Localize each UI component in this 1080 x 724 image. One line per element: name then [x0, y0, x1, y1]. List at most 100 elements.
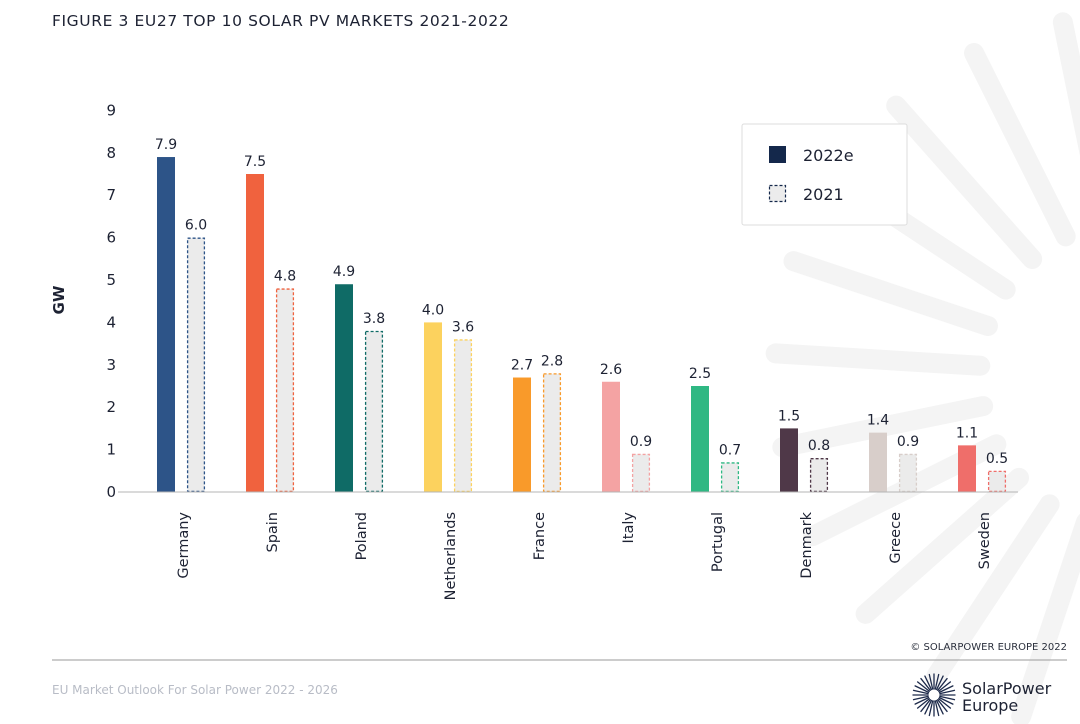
- y-tick-label: 6: [106, 229, 116, 247]
- bar-2021: [631, 453, 651, 493]
- y-tick-label: 5: [106, 271, 116, 289]
- legend-label-2022e: 2022e: [803, 146, 854, 165]
- x-tick-label: Spain: [265, 512, 281, 553]
- bar-2022e: [691, 386, 709, 492]
- logo-ray: [939, 695, 956, 701]
- bar-2021: [809, 458, 829, 493]
- sunburst-ray: [772, 396, 994, 458]
- logo-ray: [914, 685, 930, 694]
- bar-2022e: [958, 445, 976, 492]
- bar-2021: [898, 453, 918, 493]
- bars: 7.9 6.0 7.5 4.8 4.9 3.8 4.0 3.6 2.7 2.8 2.6 0.9 2.5 0…: [155, 137, 1008, 493]
- logo-ray: [935, 699, 944, 715]
- legend-swatch-2022e: [769, 146, 786, 163]
- bar-2021: [364, 330, 384, 493]
- bar-2022e: [246, 174, 264, 492]
- logo-ray: [928, 673, 934, 690]
- logo-ray: [920, 677, 931, 691]
- copyright: © SOLARPOWER EUROPE 2022: [910, 642, 1067, 653]
- x-tick-label: Denmark: [799, 511, 815, 578]
- data-label-2021: 0.7: [719, 442, 741, 458]
- brand-line2: Europe: [962, 696, 1018, 715]
- bar-2022e: [780, 428, 798, 492]
- logo-ray: [938, 698, 952, 709]
- y-tick-label: 1: [106, 441, 116, 459]
- sunburst-ray: [1011, 514, 1080, 724]
- sunburst-ray: [964, 42, 1076, 247]
- bar-2022e: [157, 157, 175, 493]
- bar-2021: [275, 288, 295, 493]
- bar-2021: [987, 470, 1007, 493]
- data-label-2021: 3.6: [452, 319, 474, 335]
- bar-2021: [453, 339, 473, 493]
- sunburst-ray: [926, 494, 1060, 686]
- sunburst-ray: [783, 251, 998, 336]
- legend-swatch-2021: [768, 184, 787, 203]
- x-axis-labels: Germany Spain Poland Netherlands France Italy…: [176, 511, 993, 600]
- logo-ray: [912, 695, 929, 701]
- data-label-2022e: 1.1: [956, 425, 978, 441]
- bar-2022e: [602, 381, 620, 492]
- bar-2021: [542, 373, 562, 493]
- data-label-2021: 2.8: [541, 353, 563, 369]
- logo-ray: [928, 700, 934, 717]
- data-label-2022e: 1.4: [867, 413, 889, 429]
- data-label-2022e: 2.6: [600, 362, 622, 378]
- y-tick-label: 4: [106, 313, 116, 331]
- data-label-2021: 0.9: [630, 434, 652, 450]
- x-tick-label: Germany: [176, 512, 192, 579]
- sun-logo-icon: [912, 673, 956, 717]
- brand-line1: SolarPower: [962, 679, 1052, 698]
- y-tick-label: 9: [106, 101, 116, 119]
- logo-ray: [938, 685, 954, 694]
- logo-ray: [916, 681, 930, 692]
- y-tick-label: 7: [106, 186, 116, 204]
- data-label-2021: 4.8: [274, 268, 296, 284]
- logo-ray: [935, 675, 944, 691]
- logo-ray: [937, 677, 948, 691]
- data-label-2022e: 2.7: [511, 358, 533, 374]
- data-label-2021: 0.9: [897, 434, 919, 450]
- y-tick-label: 8: [106, 144, 116, 162]
- logo-ray: [938, 696, 954, 705]
- sunburst-ray: [855, 467, 1030, 624]
- sunburst-ray: [765, 343, 991, 376]
- data-label-2022e: 2.5: [689, 366, 711, 382]
- footer-text: EU Market Outlook For Solar Power 2022 -…: [52, 683, 338, 697]
- logo-ray: [934, 673, 940, 690]
- legend: 2022e 2021: [741, 123, 908, 226]
- data-label-2022e: 4.9: [333, 264, 355, 280]
- figure-title: FIGURE 3 EU27 TOP 10 SOLAR PV MARKETS 20…: [52, 12, 509, 30]
- x-tick-label: France: [532, 512, 548, 560]
- y-tick-label: 2: [106, 398, 116, 416]
- data-label-2022e: 4.0: [422, 302, 444, 318]
- sunburst-ray: [1052, 12, 1080, 157]
- data-label-2021: 0.8: [808, 438, 830, 454]
- x-tick-label: Sweden: [977, 512, 993, 569]
- x-tick-label: Netherlands: [443, 512, 459, 600]
- data-label-2022e: 7.9: [155, 137, 177, 153]
- bar-2021: [186, 237, 206, 493]
- data-label-2022e: 7.5: [244, 154, 266, 170]
- logo-ray: [920, 699, 931, 713]
- logo-ray: [934, 700, 940, 717]
- bar-2022e: [869, 432, 887, 492]
- sunburst-ray: [886, 95, 1043, 270]
- bar-2022e: [513, 377, 531, 492]
- data-label-2021: 3.8: [363, 311, 385, 327]
- data-label-2022e: 1.5: [778, 408, 800, 424]
- logo-ray: [914, 696, 930, 705]
- bar-2022e: [424, 322, 442, 492]
- data-label-2021: 0.5: [986, 451, 1008, 467]
- y-tick-label: 0: [106, 483, 116, 501]
- logo-ray: [916, 698, 930, 709]
- logo-ray: [924, 675, 933, 691]
- x-tick-label: Poland: [354, 512, 370, 560]
- logo-ray: [924, 699, 933, 715]
- logo-ray: [938, 681, 952, 692]
- x-tick-label: Portugal: [710, 512, 726, 572]
- solarpower-europe-logo[interactable]: SolarPower Europe: [912, 673, 1052, 717]
- x-tick-label: Italy: [621, 512, 637, 544]
- legend-box: [741, 123, 908, 226]
- data-label-2021: 6.0: [185, 218, 207, 234]
